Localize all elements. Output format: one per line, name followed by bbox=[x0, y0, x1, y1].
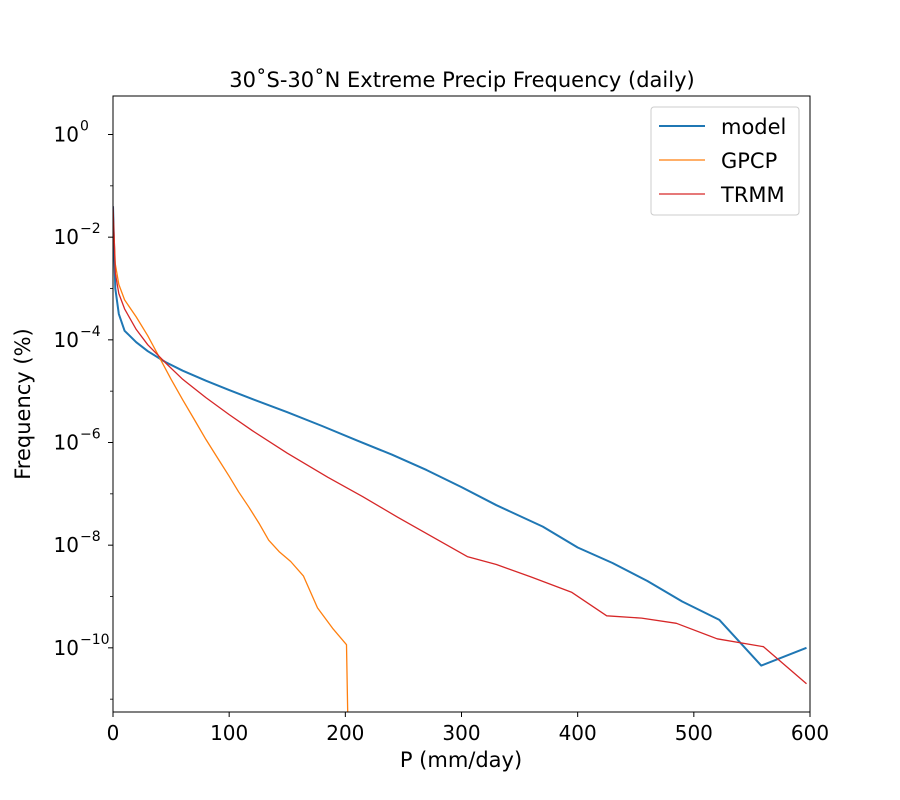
y-tick-exponent: −2 bbox=[80, 221, 101, 237]
legend-label-model: model bbox=[721, 115, 786, 139]
y-tick-mantissa: 10 bbox=[54, 328, 79, 352]
y-tick-label: 10 bbox=[54, 431, 79, 455]
y-tick-exponent: −10 bbox=[80, 632, 110, 648]
legend-label-trmm: TRMM bbox=[720, 183, 785, 207]
chart-title: 30˚S-30˚N Extreme Precip Frequency (dail… bbox=[229, 68, 694, 92]
y-tick-label: 10 bbox=[54, 533, 79, 557]
legend: model GPCP TRMM bbox=[650, 106, 800, 216]
series-line-trmm bbox=[113, 206, 807, 685]
series-layer bbox=[113, 206, 807, 712]
y-tick-label: 10 bbox=[54, 328, 79, 352]
y-tick-exponent: −4 bbox=[80, 324, 101, 340]
y-tick-mantissa: 10 bbox=[54, 636, 79, 660]
x-tick-label: 0 bbox=[107, 721, 120, 745]
legend-box bbox=[650, 106, 800, 216]
x-tick-label: 400 bbox=[559, 721, 597, 745]
series-line-model bbox=[113, 206, 807, 667]
y-tick-exponent: −6 bbox=[80, 427, 101, 443]
x-tick-label: 200 bbox=[326, 721, 364, 745]
y-tick-mantissa: 10 bbox=[54, 123, 79, 147]
y-tick-exponent: −8 bbox=[80, 529, 101, 545]
y-tick-mantissa: 10 bbox=[54, 225, 79, 249]
series-line-gpcp bbox=[113, 212, 349, 712]
x-tick-label: 300 bbox=[442, 721, 480, 745]
y-tick-mantissa: 10 bbox=[54, 431, 79, 455]
y-axis-label: Frequency (%) bbox=[11, 328, 35, 480]
x-axis-label: P (mm/day) bbox=[400, 748, 522, 772]
x-tick-label: 500 bbox=[675, 721, 713, 745]
y-tick-label: 10 bbox=[54, 636, 79, 660]
x-axis-ticks: 0 100 200 300 400 500 600 bbox=[107, 712, 829, 745]
x-tick-label: 600 bbox=[791, 721, 829, 745]
y-tick-exponent: 0 bbox=[80, 119, 89, 135]
y-tick-label: 10 bbox=[54, 225, 79, 249]
x-tick-label: 100 bbox=[210, 721, 248, 745]
legend-label-gpcp: GPCP bbox=[721, 149, 777, 173]
y-tick-label: 10 bbox=[54, 123, 79, 147]
y-tick-mantissa: 10 bbox=[54, 533, 79, 557]
